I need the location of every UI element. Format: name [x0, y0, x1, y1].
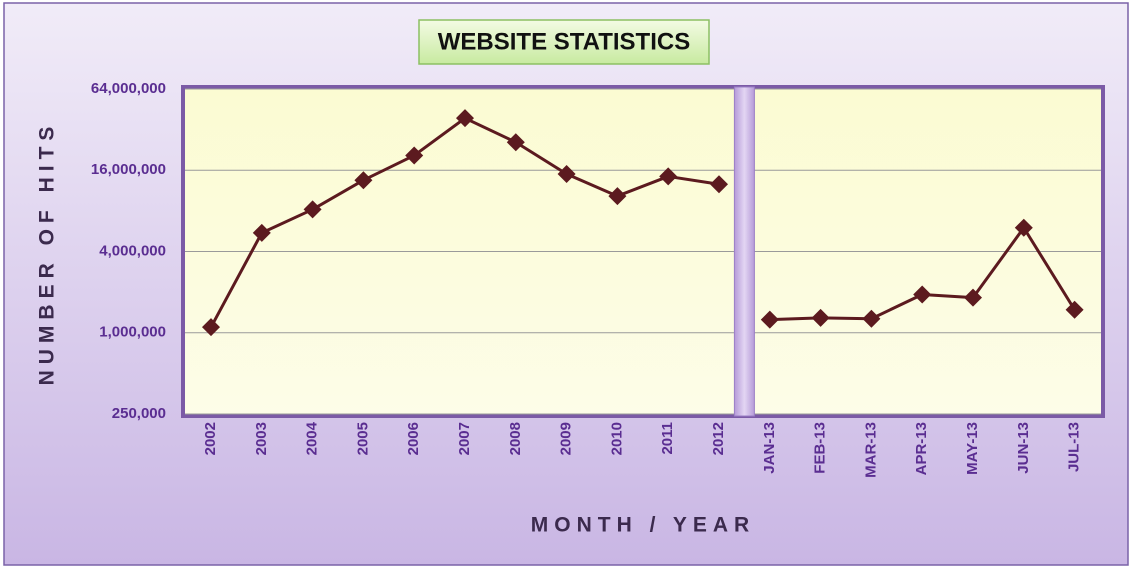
x-tick-label: 2004: [304, 421, 321, 455]
x-axis-title: MONTH / YEAR: [531, 514, 755, 537]
data-point: [354, 171, 373, 190]
y-tick-label: 64,000,000: [91, 80, 166, 97]
data-point: [760, 310, 779, 329]
x-tick-label: MAR-13: [862, 422, 879, 478]
x-tick-label: 2011: [659, 422, 676, 455]
data-point: [608, 187, 627, 206]
data-point: [811, 308, 830, 327]
y-tick-label: 16,000,000: [91, 161, 166, 178]
y-axis-title: NUMBER OF HITS: [36, 121, 59, 386]
y-tick-label: 250,000: [112, 405, 166, 422]
data-point: [913, 285, 932, 304]
title-box: [418, 19, 710, 65]
data-point: [202, 318, 220, 337]
data-point: [456, 109, 474, 128]
y-tick-label: 4,000,000: [99, 242, 166, 259]
data-point: [557, 165, 576, 184]
x-tick-label: 2009: [558, 422, 575, 455]
x-tick-label: FEB-13: [812, 422, 829, 474]
x-tick-label: 2008: [507, 422, 524, 455]
data-point: [1065, 300, 1084, 319]
data-point: [659, 167, 678, 186]
x-tick-label: APR-13: [913, 422, 930, 475]
data-point: [964, 288, 982, 307]
x-tick-label: 2005: [354, 422, 371, 455]
data-point: [1014, 218, 1033, 237]
x-tick-label: JAN-13: [761, 422, 778, 474]
chart-title: WEBSITE STATISTICS: [438, 28, 690, 55]
data-point: [405, 146, 424, 165]
data-point: [710, 175, 728, 194]
x-tick-label: 2012: [710, 422, 727, 455]
x-tick-label: 2006: [405, 422, 422, 455]
data-point: [506, 133, 525, 152]
x-tick-label: 2010: [608, 422, 625, 455]
x-tick-label: 2007: [456, 422, 473, 455]
axis-break: [733, 86, 755, 417]
x-tick-label: 2003: [253, 422, 270, 455]
x-tick-label: JUL-13: [1066, 422, 1083, 472]
data-point: [862, 309, 881, 328]
x-tick-label: 2002: [202, 422, 219, 455]
x-tick-label: JUN-13: [1015, 422, 1032, 474]
data-point: [252, 223, 271, 242]
data-point: [303, 200, 322, 219]
y-tick-label: 1,000,000: [99, 324, 166, 341]
x-tick-label: MAY-13: [964, 422, 981, 475]
